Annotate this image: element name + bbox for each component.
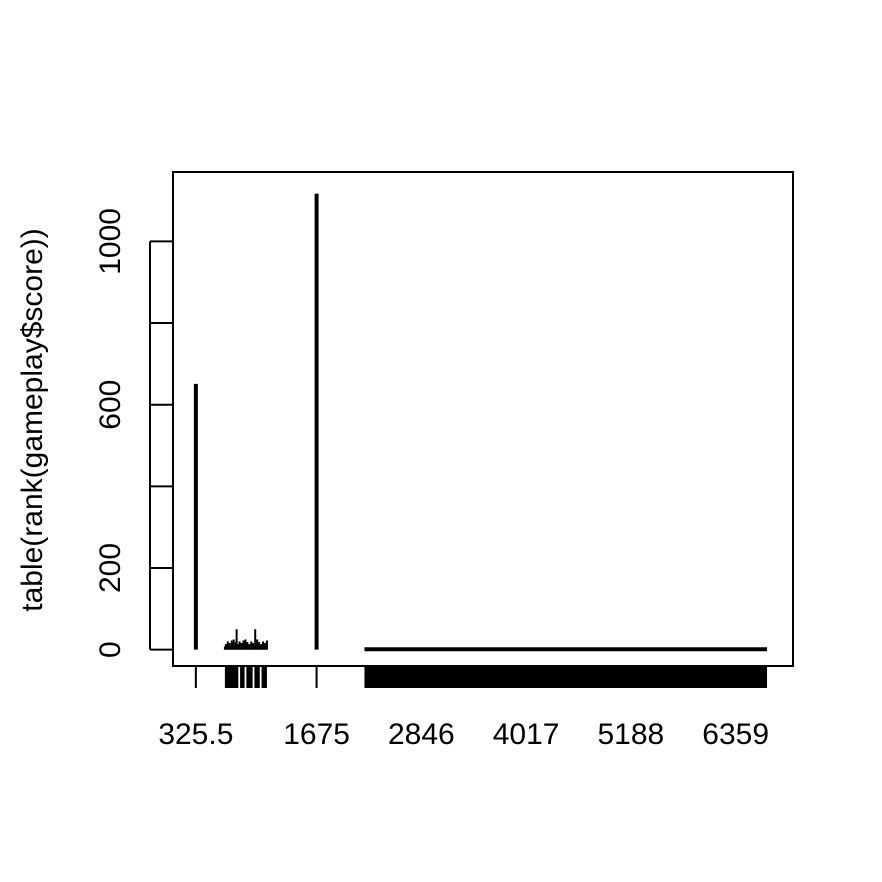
y-axis-label: table(rank(gameplay$score)): [16, 228, 49, 612]
x-tick-label-5: 6359: [702, 718, 769, 751]
y-tick-label-600: 600: [94, 380, 127, 430]
y-tick-label-1000: 1000: [94, 208, 127, 275]
plot-frame: [172, 171, 794, 667]
x-tick-label-0: 325.5: [158, 718, 233, 751]
y-tick-label-200: 200: [94, 543, 127, 593]
x-rug-4: [261, 666, 267, 688]
x-rug-5: [364, 666, 768, 688]
y-axis: 0 200 600 1000: [94, 208, 173, 658]
x-rug-1: [240, 666, 245, 688]
x-tick-label-1: 1675: [283, 718, 350, 751]
plot-area: [193, 193, 768, 652]
x-tick-label-4: 5188: [598, 718, 665, 751]
x-tick-label-2: 2846: [388, 718, 455, 751]
x-rug-0: [224, 666, 239, 688]
x-tick-label-3: 4017: [493, 718, 560, 751]
y-tick-label-0: 0: [94, 641, 127, 658]
x-axis: 325.5 1675 2846 4017 5188 6359: [158, 666, 769, 751]
x-rug-2: [246, 666, 253, 688]
x-rug-3: [254, 666, 260, 688]
